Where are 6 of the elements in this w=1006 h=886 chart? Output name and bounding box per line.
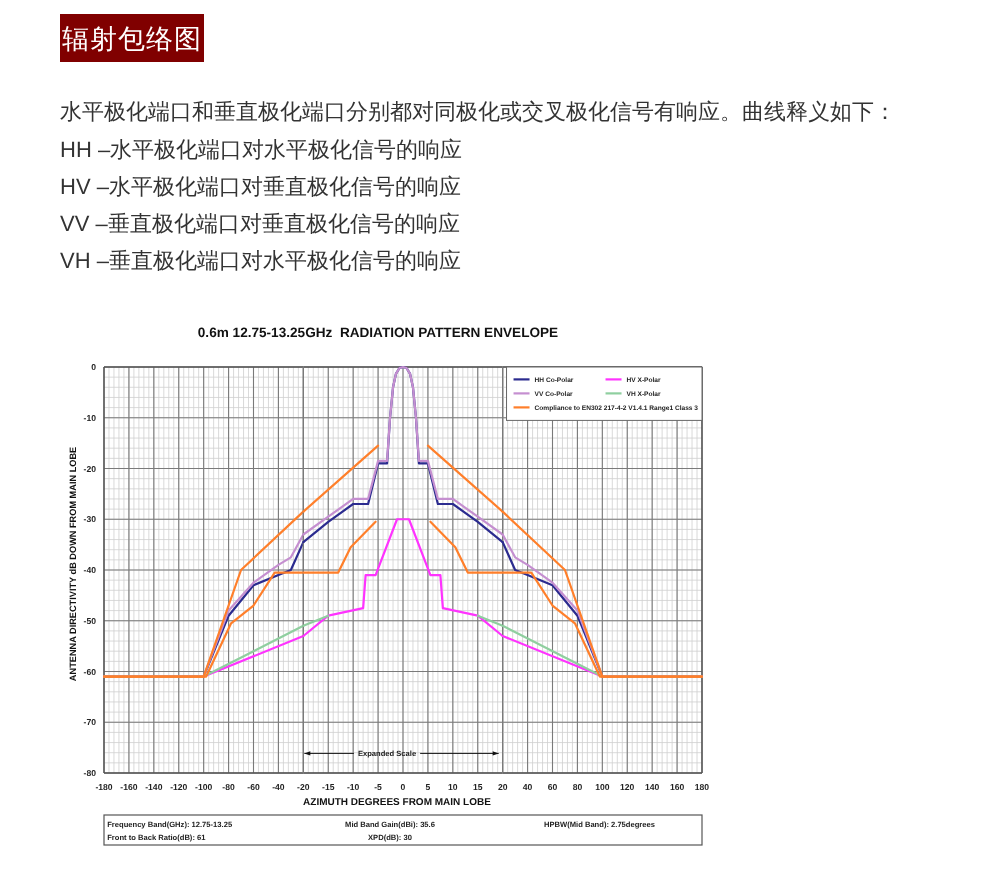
text: HV –水平极化端口对垂直极化信号的响应: [60, 173, 461, 200]
text: VV –垂直极化端口对垂直极化信号的响应: [60, 211, 460, 237]
text: 辐射包络图: [62, 24, 202, 54]
text: VH –垂直极化端口对水平极化信号的响应: [60, 248, 461, 275]
text: 水平极化端口和垂直极化端口分别都对同极化或交叉极化信号有响应。曲线释义如下：: [60, 99, 896, 126]
text: HH –水平极化端口对水平极化信号的响应: [60, 136, 463, 163]
